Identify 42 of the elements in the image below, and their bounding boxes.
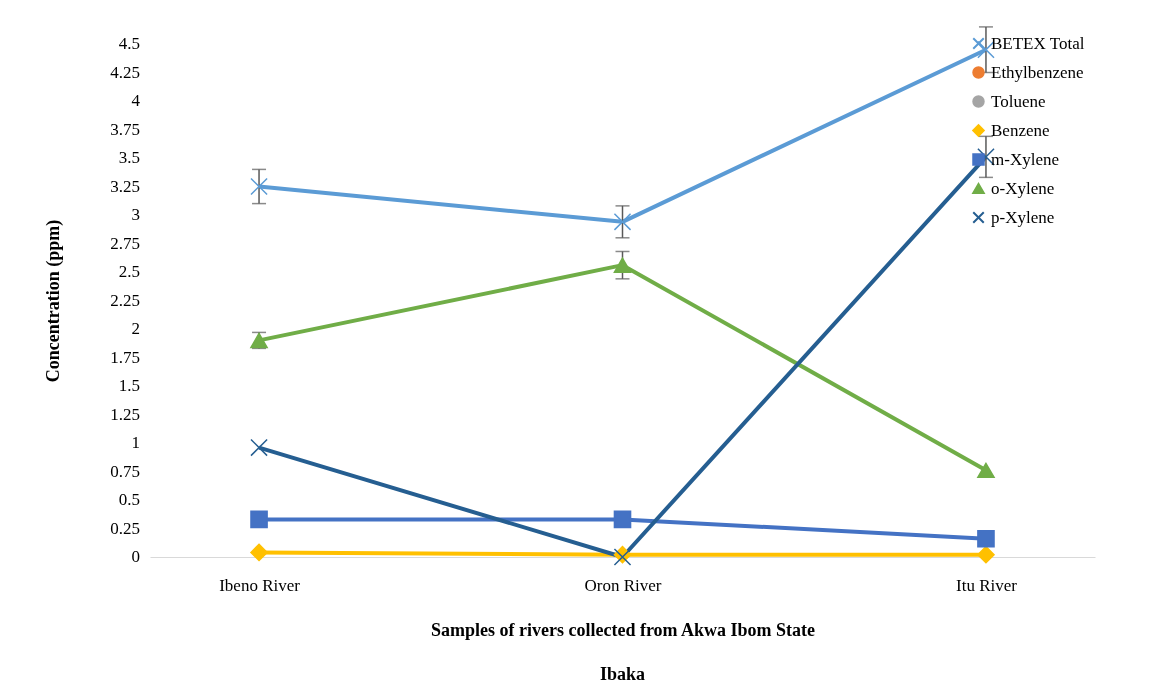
legend-label: o-Xylene <box>991 178 1055 198</box>
legend-label: p-Xylene <box>991 207 1055 227</box>
legend-label: Ethylbenzene <box>991 62 1084 82</box>
y-tick-label: 0 <box>131 547 140 566</box>
legend-label: Benzene <box>991 120 1050 140</box>
y-tick-label: 2.5 <box>118 262 140 281</box>
y-tick-label: 1 <box>131 433 140 452</box>
legend-label: BETEX Total <box>991 33 1085 53</box>
point <box>250 510 268 529</box>
y-axis-title: Concentration (ppm) <box>42 219 64 383</box>
y-tick-label: 3 <box>131 205 140 224</box>
y-tick-label: 1.25 <box>110 404 140 424</box>
x-tick-label: Itu River <box>956 575 1018 595</box>
point <box>250 438 268 457</box>
y-tick-label: 1.75 <box>110 347 140 367</box>
y-tick-label: 1.5 <box>118 376 140 395</box>
legend-label: Toluene <box>991 91 1046 111</box>
x-tick-label: Oron River <box>584 575 662 595</box>
text: Ibaka <box>599 664 646 685</box>
y-tick-label: 2 <box>131 319 140 338</box>
point <box>977 529 995 548</box>
y-tick-label: 4.5 <box>118 34 140 53</box>
point <box>613 510 632 529</box>
point <box>613 213 632 231</box>
x-axis-title: Samples of rivers collected from Akwa Ibom State <box>430 619 816 640</box>
x-tick-label: Ibeno River <box>219 575 301 595</box>
point <box>977 545 995 564</box>
point <box>613 257 632 273</box>
y-tick-label: 3.25 <box>110 176 140 196</box>
y-tick-label: 2.25 <box>110 290 140 310</box>
point <box>977 462 995 479</box>
point <box>250 543 268 562</box>
y-tick-label: 0.75 <box>110 461 140 481</box>
point <box>250 177 268 196</box>
y-tick-label: 3.75 <box>110 119 140 139</box>
y-tick-label: 0.25 <box>110 518 140 538</box>
legend-label: m-Xylene <box>991 149 1059 169</box>
y-tick-label: 4.25 <box>110 62 140 82</box>
y-tick-label: 0.5 <box>118 490 140 509</box>
y-tick-label: 3.5 <box>118 148 140 167</box>
y-tick-label: 2.75 <box>110 233 140 253</box>
y-tick-label: 4 <box>131 91 141 110</box>
